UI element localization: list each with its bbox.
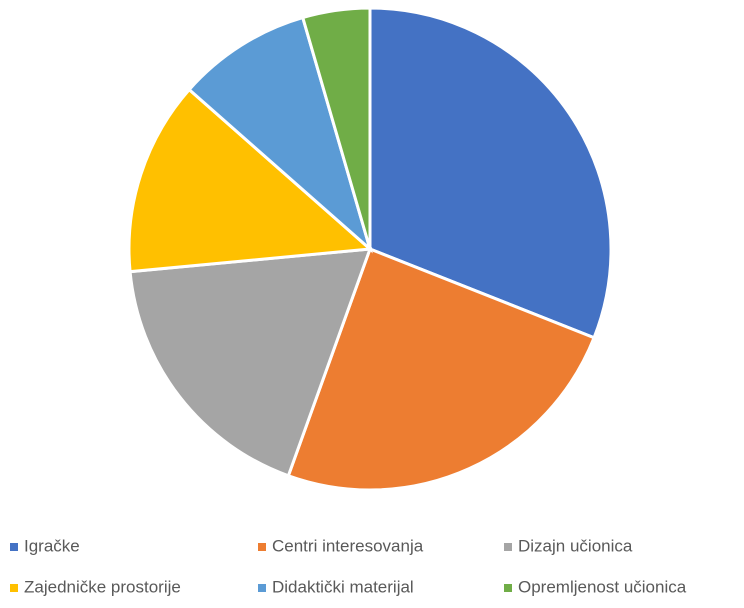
pie-slice [187, 15, 373, 254]
legend-marker [504, 543, 512, 551]
legend-marker [10, 584, 18, 592]
legend-marker [10, 543, 18, 551]
legend-marker [504, 584, 512, 592]
legend-label: Zajedničke prostorije [24, 577, 181, 596]
legend-marker [258, 543, 266, 551]
legend-label: Centri interesovanja [272, 536, 424, 555]
legend-label: Dizajn učionica [518, 536, 633, 555]
pie-slice [127, 87, 374, 274]
legend-label: Igračke [24, 536, 80, 555]
pie-slice [368, 6, 613, 340]
legend-label: Didaktički materijal [272, 577, 414, 596]
pie-slice [300, 6, 372, 250]
pie-slice [128, 247, 373, 478]
pie-slice [286, 247, 597, 492]
legend-marker [258, 584, 266, 592]
legend-label: Opremljenost učionica [518, 577, 687, 596]
